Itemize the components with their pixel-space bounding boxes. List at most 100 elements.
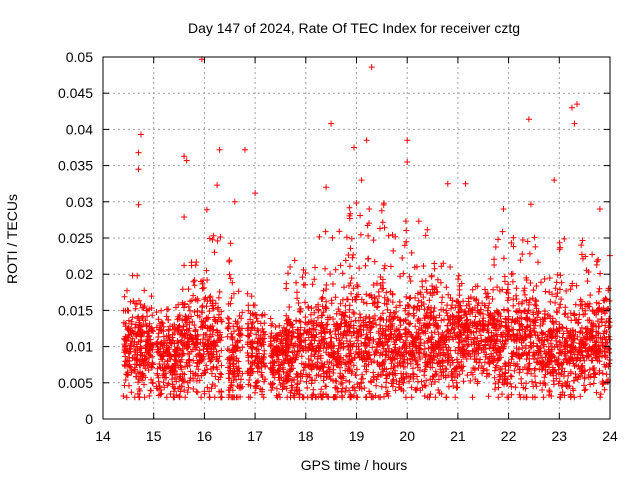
data-point	[358, 177, 365, 184]
data-point	[346, 328, 353, 335]
data-point	[267, 343, 274, 350]
data-point	[145, 340, 152, 347]
data-point	[469, 286, 476, 293]
data-point	[363, 394, 369, 401]
data-point	[259, 339, 266, 346]
data-point	[297, 373, 304, 380]
data-point	[231, 370, 238, 377]
data-point	[460, 378, 467, 385]
data-point	[146, 346, 153, 353]
data-point	[509, 350, 516, 357]
data-point	[206, 394, 213, 401]
data-point	[166, 336, 173, 342]
data-point	[326, 314, 333, 321]
data-point	[267, 380, 274, 387]
data-point	[233, 320, 240, 327]
data-point	[226, 320, 233, 327]
data-point	[179, 333, 186, 339]
data-point	[165, 306, 172, 313]
data-point	[230, 394, 237, 401]
data-point	[487, 275, 494, 282]
data-point	[179, 352, 186, 359]
data-point	[540, 394, 547, 401]
data-point	[155, 378, 162, 385]
data-point	[276, 322, 283, 329]
data-point	[136, 319, 142, 326]
data-point	[214, 237, 221, 244]
data-point	[190, 292, 197, 299]
data-point	[294, 344, 301, 350]
data-point	[340, 343, 347, 350]
data-point	[137, 351, 144, 358]
data-point	[124, 371, 131, 378]
data-point	[291, 394, 298, 401]
data-point	[184, 389, 191, 396]
data-point	[346, 263, 353, 270]
data-point	[387, 263, 394, 270]
data-point	[249, 352, 256, 359]
data-point	[226, 354, 233, 361]
data-point	[337, 300, 344, 307]
data-point	[415, 218, 422, 225]
data-point	[530, 287, 537, 294]
data-point	[158, 307, 165, 314]
data-point	[209, 331, 216, 338]
data-point	[333, 310, 340, 317]
data-point	[328, 300, 335, 307]
data-point	[286, 344, 293, 351]
data-point	[577, 393, 584, 400]
data-point	[294, 334, 301, 341]
x-tick-label: 16	[197, 428, 213, 444]
data-point	[163, 333, 170, 339]
data-point	[211, 249, 218, 256]
data-point	[267, 333, 274, 340]
data-point	[153, 309, 160, 316]
data-point	[597, 270, 604, 277]
data-point	[517, 257, 524, 264]
data-point	[255, 346, 262, 353]
data-point	[343, 296, 350, 303]
data-point	[190, 375, 197, 382]
data-point	[182, 394, 189, 401]
data-point	[149, 379, 156, 386]
data-point	[339, 335, 346, 341]
data-point	[345, 365, 352, 372]
data-point	[175, 313, 182, 320]
data-point	[245, 354, 252, 361]
data-point	[325, 351, 332, 358]
data-point	[249, 359, 256, 366]
data-point	[182, 332, 189, 339]
data-point	[218, 334, 225, 341]
data-point	[403, 238, 410, 245]
data-point	[229, 342, 236, 349]
data-point	[392, 387, 399, 394]
data-point	[185, 286, 192, 293]
data-point	[323, 298, 330, 305]
data-point	[288, 382, 295, 389]
data-point	[572, 301, 579, 308]
data-point	[251, 302, 258, 309]
data-point	[169, 331, 176, 338]
data-point	[399, 255, 406, 261]
data-point	[139, 377, 145, 384]
data-point	[261, 311, 268, 318]
y-tick-label: 0.015	[58, 302, 93, 318]
data-point	[163, 363, 170, 370]
data-point	[215, 376, 222, 383]
data-point	[320, 324, 327, 331]
data-point	[136, 386, 143, 392]
data-point	[311, 276, 318, 283]
data-point	[295, 335, 302, 341]
data-point	[342, 309, 349, 316]
data-point	[333, 356, 340, 363]
data-point	[539, 387, 546, 393]
data-point	[443, 394, 450, 401]
data-point	[377, 316, 383, 323]
data-point	[590, 380, 597, 387]
data-point	[135, 324, 142, 330]
data-point	[402, 394, 409, 401]
data-point	[236, 313, 243, 319]
data-point	[215, 294, 222, 301]
data-point	[316, 366, 323, 372]
x-tick-label: 19	[349, 428, 365, 444]
